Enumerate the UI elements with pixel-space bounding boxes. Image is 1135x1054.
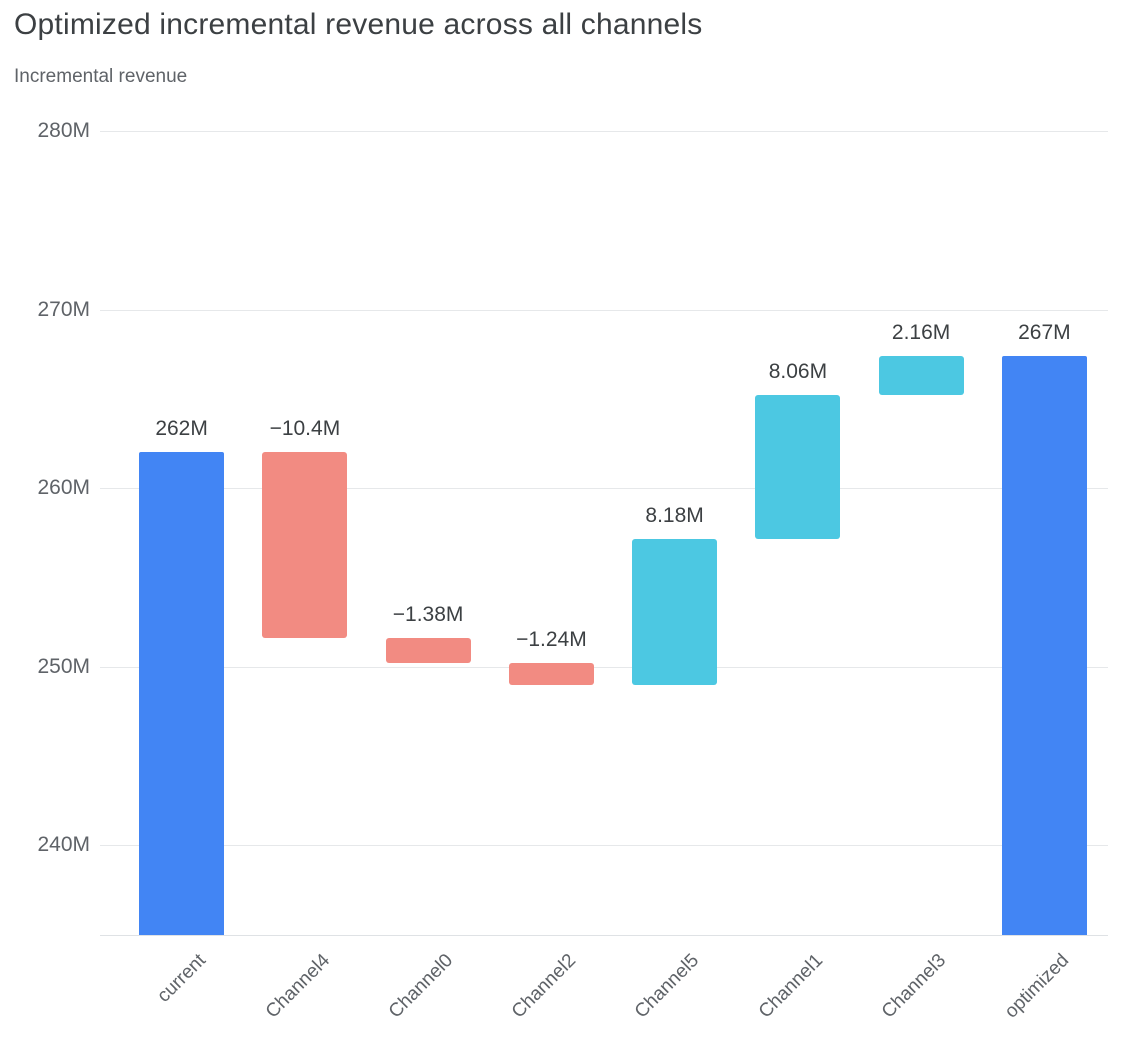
- bar-value-label: −1.24M: [516, 627, 587, 651]
- bar-value-label: −10.4M: [269, 417, 341, 441]
- gridline: [100, 845, 1108, 846]
- bar-value-label: 262M: [155, 417, 208, 441]
- gridline: [100, 131, 1108, 132]
- bar-value-label: 8.18M: [645, 503, 704, 527]
- bar-Channel3[interactable]: [878, 356, 964, 395]
- x-axis-label-Channel1: Channel1: [754, 950, 827, 1023]
- bar-Channel5[interactable]: [632, 538, 718, 685]
- bar-value-label: 267M: [1018, 321, 1071, 345]
- bar-value-label: −1.38M: [392, 603, 464, 626]
- y-axis-tick-label: 280M: [37, 119, 90, 142]
- chart-title: Optimized incremental revenue across all…: [14, 8, 703, 41]
- x-axis-label-Channel4: Channel4: [261, 950, 334, 1023]
- x-axis-label-Channel5: Channel5: [631, 950, 704, 1023]
- y-axis-tick-label: 240M: [37, 833, 90, 856]
- bar-Channel1[interactable]: [755, 394, 841, 539]
- x-axis-label-Channel3: Channel3: [877, 950, 950, 1023]
- bar-Channel0[interactable]: [385, 638, 471, 663]
- bar-current[interactable]: [139, 452, 225, 935]
- y-axis-tick-label: 250M: [37, 654, 90, 678]
- x-axis-label-Channel2: Channel2: [507, 950, 581, 1023]
- bar-Channel4[interactable]: [262, 452, 348, 638]
- x-axis-label-current: current: [153, 950, 211, 1007]
- bar-value-label: 2.16M: [891, 321, 951, 345]
- x-axis-label-Channel0: Channel0: [384, 950, 457, 1023]
- y-axis-tick-label: 270M: [37, 297, 90, 321]
- chart-subtitle: Incremental revenue: [14, 66, 188, 87]
- x-axis-label-optimized: optimized: [1000, 950, 1074, 1023]
- y-axis-tick-label: 260M: [37, 476, 90, 499]
- gridline: [100, 666, 1108, 668]
- bar-Channel2[interactable]: [508, 662, 594, 685]
- gridline: [100, 309, 1108, 311]
- x-axis-line: [100, 935, 1108, 936]
- bar-value-label: 8.06M: [768, 359, 828, 383]
- bar-optimized[interactable]: [1001, 356, 1087, 935]
- gridline: [100, 488, 1108, 489]
